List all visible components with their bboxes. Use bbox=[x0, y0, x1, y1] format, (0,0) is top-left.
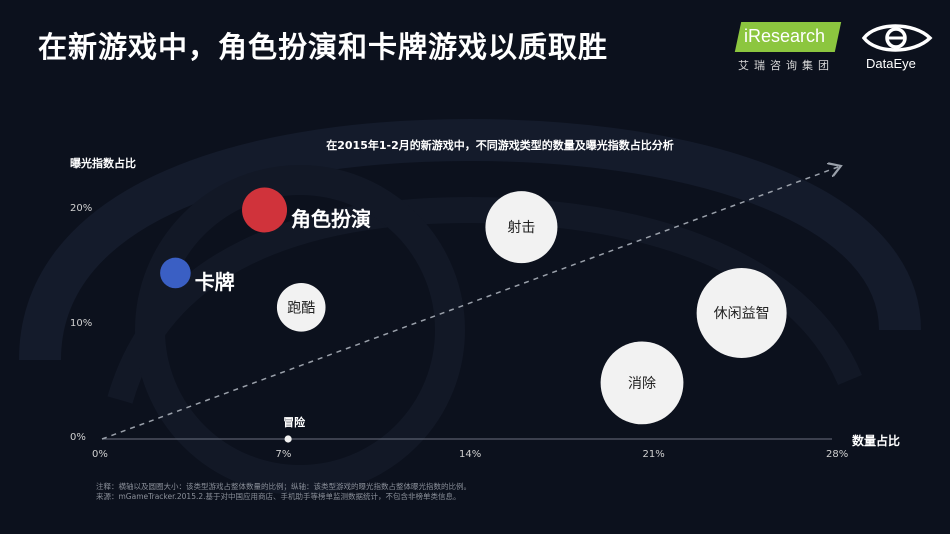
bubble-point bbox=[242, 187, 288, 233]
dataeye-logo: DataEye bbox=[858, 20, 938, 74]
x-tick-label: 21% bbox=[642, 449, 665, 460]
x-tick-label: 28% bbox=[826, 449, 849, 460]
bubble-point bbox=[600, 341, 684, 425]
bubble-point bbox=[160, 257, 191, 289]
dataeye-logo-name: DataEye bbox=[866, 56, 916, 71]
bubble-label: 跑酷 bbox=[287, 300, 315, 316]
iresearch-logo: iResearch 艾瑞咨询集团 bbox=[734, 22, 842, 74]
x-axis-label: 数量占比 bbox=[852, 434, 901, 448]
y-tick-label: 20% bbox=[70, 203, 93, 214]
footnote-line-1: 注释：横轴以及圆圈大小：该类型游戏占整体数量的比例；纵轴：该类型游戏的曝光指数占… bbox=[96, 482, 471, 491]
bubble-label: 卡牌 bbox=[195, 270, 235, 294]
iresearch-logo-name: iResearch bbox=[744, 26, 826, 46]
footnotes: 注释：横轴以及圆圈大小：该类型游戏占整体数量的比例；纵轴：该类型游戏的曝光指数占… bbox=[96, 482, 471, 502]
trend-arrow bbox=[101, 167, 838, 440]
bubble-label: 角色扮演 bbox=[291, 207, 371, 231]
bubble-label: 冒险 bbox=[283, 415, 306, 429]
bubble-label: 射击 bbox=[507, 220, 535, 236]
dataeye-eye-icon bbox=[861, 24, 933, 52]
bubble-label: 消除 bbox=[628, 376, 656, 392]
bubble-point bbox=[284, 435, 292, 443]
bubble-point bbox=[696, 268, 787, 359]
x-tick-label: 14% bbox=[459, 449, 482, 460]
y-tick-label: 10% bbox=[70, 317, 93, 329]
x-tick-label: 7% bbox=[275, 449, 292, 460]
footnote-line-2: 来源：mGameTracker.2015.2.基于对中国应用商店、手机助手等榜单… bbox=[96, 492, 461, 501]
bubble-point bbox=[485, 191, 558, 264]
chart-title: 在2015年1-2月的新游戏中，不同游戏类型的数量及曝光指数占比分析 bbox=[326, 139, 674, 152]
y-tick-label: 0% bbox=[70, 432, 86, 443]
page-title: 在新游戏中，角色扮演和卡牌游戏以质取胜 bbox=[38, 30, 609, 64]
iresearch-logo-subtitle: 艾瑞咨询集团 bbox=[738, 59, 834, 72]
y-axis-label: 曝光指数占比 bbox=[70, 157, 136, 170]
bubble-label: 休闲益智 bbox=[714, 306, 770, 322]
x-tick-label: 0% bbox=[92, 449, 108, 460]
bubble-point bbox=[276, 283, 326, 332]
